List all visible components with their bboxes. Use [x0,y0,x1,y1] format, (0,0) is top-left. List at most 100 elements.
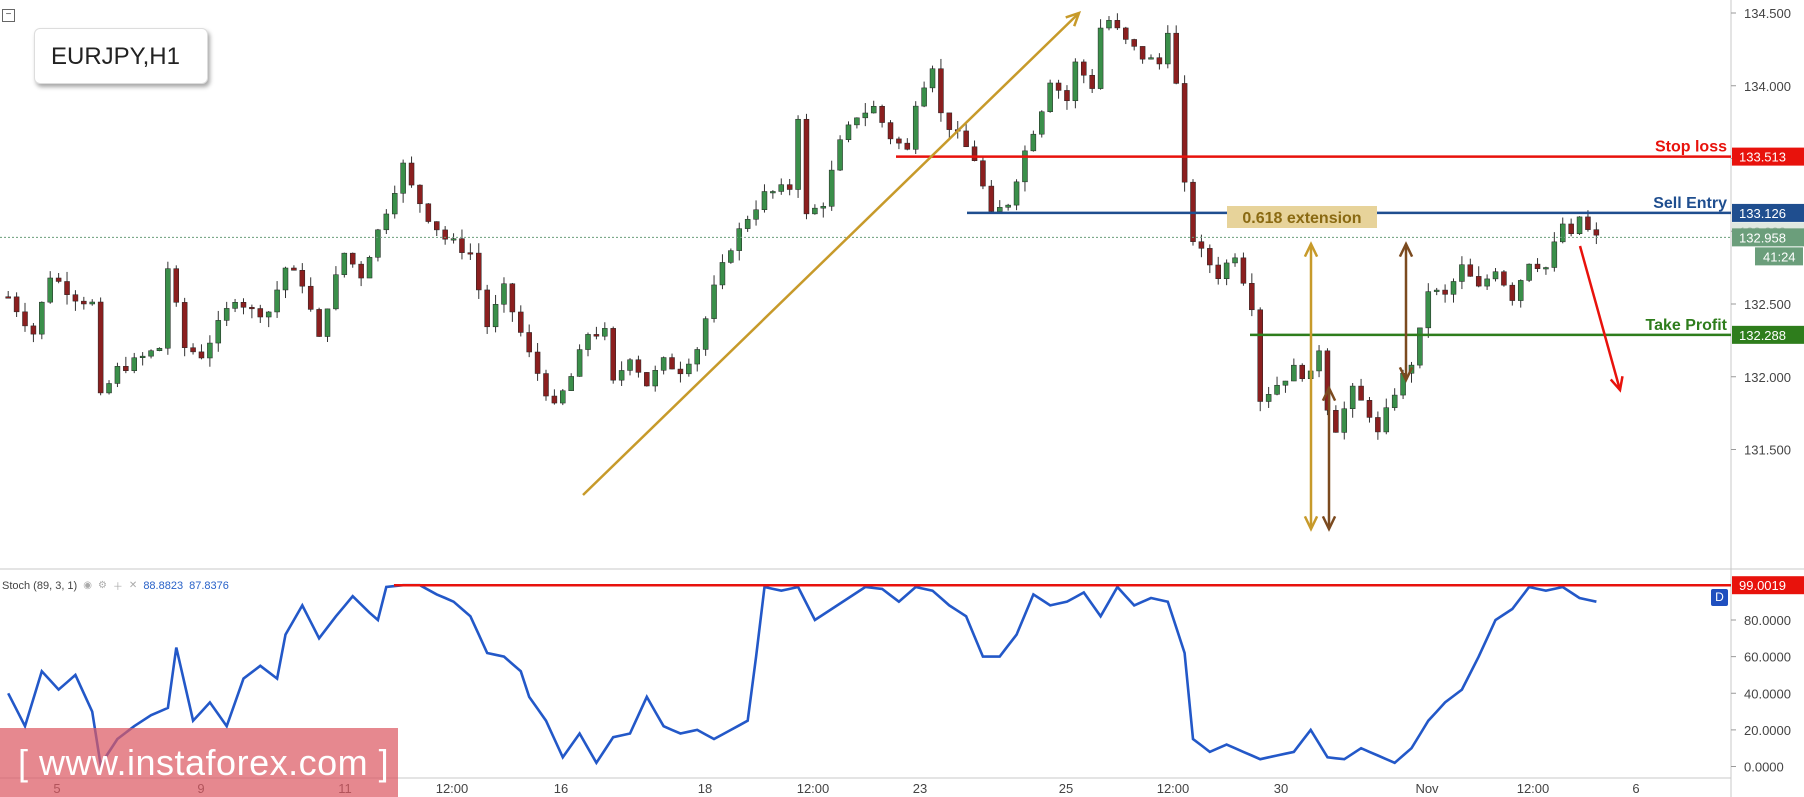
extension-label: 0.618 extension [1242,210,1361,227]
stop-loss-label: Stop loss [1655,139,1727,156]
candle-body [1559,223,1566,243]
candle-body [391,193,398,215]
measure-arrow-left-head [1321,385,1337,402]
price-tick-label: 132.500 [1744,297,1791,312]
candle-body [442,229,448,240]
candle-body [593,334,600,337]
time-tick-label: 12:00 [797,781,830,796]
candle-body [543,373,549,397]
candle-body [1517,280,1524,301]
candle-body [1299,364,1305,379]
candle-body [492,304,499,328]
add-icon[interactable]: ＋ [112,582,123,593]
price-tick-label: 134.500 [1744,6,1791,21]
candle-body [215,320,222,344]
candle-body [89,301,95,305]
candle-body [1543,267,1549,270]
candle-body [1425,291,1432,329]
stoch-tick-label: 80.0000 [1744,613,1791,628]
price-tick-label: 132.000 [1744,370,1791,385]
candle-body [526,332,532,353]
candle-body [1375,417,1381,433]
stoch-badge[interactable]: D [1711,589,1728,606]
trend-arrow [582,12,1080,496]
candle-body [585,334,591,350]
candle-body [1139,46,1146,60]
candle-body [1207,248,1213,266]
candle-body [1484,278,1490,287]
eye-icon[interactable]: ◉ [83,580,92,591]
candle-body [366,257,373,279]
candle-body [1291,364,1297,382]
candle-body [1064,90,1070,102]
extension-label-bg [1227,206,1377,228]
candle-body [459,238,465,253]
stoch-value-k: 88.8823 [143,579,184,592]
candle-body [1366,400,1373,418]
candle-body [618,370,625,381]
price-pane[interactable] [0,0,1731,568]
settings-icon[interactable]: ⚙ [97,580,107,591]
candle-body [627,359,633,371]
candle-body [1417,327,1423,366]
time-tick-label: Nov [1415,781,1439,796]
candle-body [1173,32,1179,84]
timer-tag [1755,247,1803,266]
candle-body [761,191,768,211]
take-profit-price: 132.288 [1739,328,1786,343]
candle-body [467,252,474,255]
candle-body [1089,74,1095,89]
candle-body [744,219,751,229]
candle-body [307,285,314,310]
candle-body [1274,384,1280,395]
stochastic-pane[interactable] [7,583,1597,769]
candle-body [1030,133,1037,152]
candle-body [1585,216,1591,230]
candle-body [1106,20,1112,29]
symbol-label: EURJPY,H1 [51,43,180,70]
stoch-tick-label: 20.0000 [1744,723,1791,738]
candle-body [30,325,37,335]
candle-body [375,229,381,258]
candle-body [929,68,936,89]
candle-body [131,357,137,371]
candle-body [1165,32,1171,65]
candle-body [1509,284,1516,301]
candle-body [820,206,827,209]
candle-body [828,169,835,207]
stop-loss-tag [1732,147,1804,166]
candle-body [1013,181,1020,206]
candle-body [1232,257,1238,264]
candle-body [1526,263,1532,281]
candle-body [1333,410,1339,433]
close-icon[interactable]: ✕ [128,580,138,591]
candle-body [862,112,869,119]
candle-body [694,349,700,365]
time-tick-label: 30 [1274,781,1288,796]
candle-body [560,390,566,404]
stoch-value-d: 87.8376 [189,579,229,592]
candle-body [1391,394,1398,408]
candle-body [400,162,406,194]
candle-body [198,351,205,359]
candle-body [97,301,104,394]
candle-body [383,213,390,231]
candle-body [1349,385,1356,409]
candle-body [1501,271,1507,286]
time-tick-label: 16 [554,781,568,796]
candle-body [316,309,322,337]
candle-body [702,318,709,350]
candle-body [795,118,801,190]
candle-body [408,162,415,186]
candle-body [753,209,759,220]
price-tick-label: 131.500 [1744,443,1791,458]
stoch-legend: Stoch (89, 3, 1) ◉ ⚙ ＋ ✕ 88.8823 87.8376 [2,578,229,594]
current-price-tag [1732,228,1804,247]
candle-body [1341,408,1348,433]
collapse-icon[interactable]: − [2,9,15,22]
stoch-line [7,583,1597,769]
candle-body [1576,216,1583,235]
candle-body [1047,82,1053,112]
stoch-tick-label: 60.0000 [1744,650,1791,665]
